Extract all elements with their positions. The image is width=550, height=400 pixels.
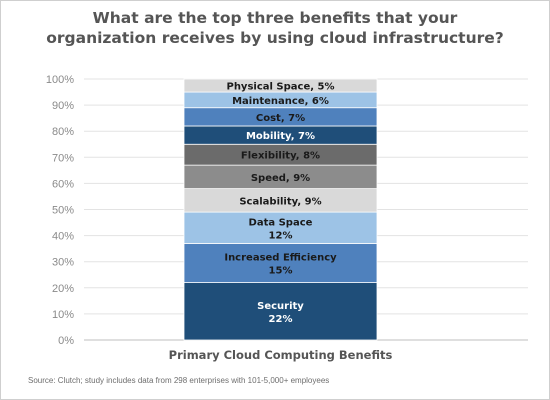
chart-title-line-2: organization receives by using cloud inf…: [46, 29, 504, 47]
y-tick-label: 40%: [52, 231, 74, 243]
data-label: Increased Efficiency: [224, 253, 337, 264]
data-label: Cost, 7%: [256, 113, 305, 124]
data-label: Mobility, 7%: [246, 131, 315, 142]
data-label: 15%: [269, 266, 293, 277]
bar-segment-data-space: [183, 211, 378, 244]
bar-segment-increased-efficiency: [183, 243, 378, 283]
y-tick-label: 20%: [52, 283, 74, 295]
data-label: 12%: [269, 230, 293, 241]
chart-title: What are the top three benefits that you…: [0, 8, 550, 48]
data-label: Scalability, 9%: [239, 196, 321, 207]
data-label: Maintenance, 6%: [232, 96, 329, 107]
data-label: Physical Space, 5%: [226, 82, 334, 93]
y-tick-label: 100%: [46, 74, 74, 86]
bar-segment-physical-space: [183, 78, 378, 93]
y-tick-label: 80%: [52, 126, 74, 138]
source-note: Source: Clutch; study includes data from…: [28, 376, 330, 385]
data-label: Security: [257, 301, 304, 312]
y-tick-label: 10%: [52, 309, 74, 321]
bar-segment-security: [183, 282, 378, 341]
y-tick-label: 50%: [52, 205, 74, 217]
y-tick-label: 0%: [58, 335, 74, 347]
y-tick-label: 30%: [52, 257, 74, 269]
y-tick-label: 60%: [52, 178, 74, 190]
data-label: Flexibility, 8%: [241, 151, 320, 162]
chart-title-line-1: What are the top three benefits that you…: [92, 9, 458, 27]
data-label: 22%: [269, 314, 293, 325]
y-tick-label: 90%: [52, 100, 74, 112]
data-label: Data Space: [249, 217, 313, 228]
x-category-label: Primary Cloud Computing Benefits: [169, 348, 393, 362]
y-tick-label: 70%: [52, 152, 74, 164]
data-label: Speed, 9%: [251, 173, 310, 184]
